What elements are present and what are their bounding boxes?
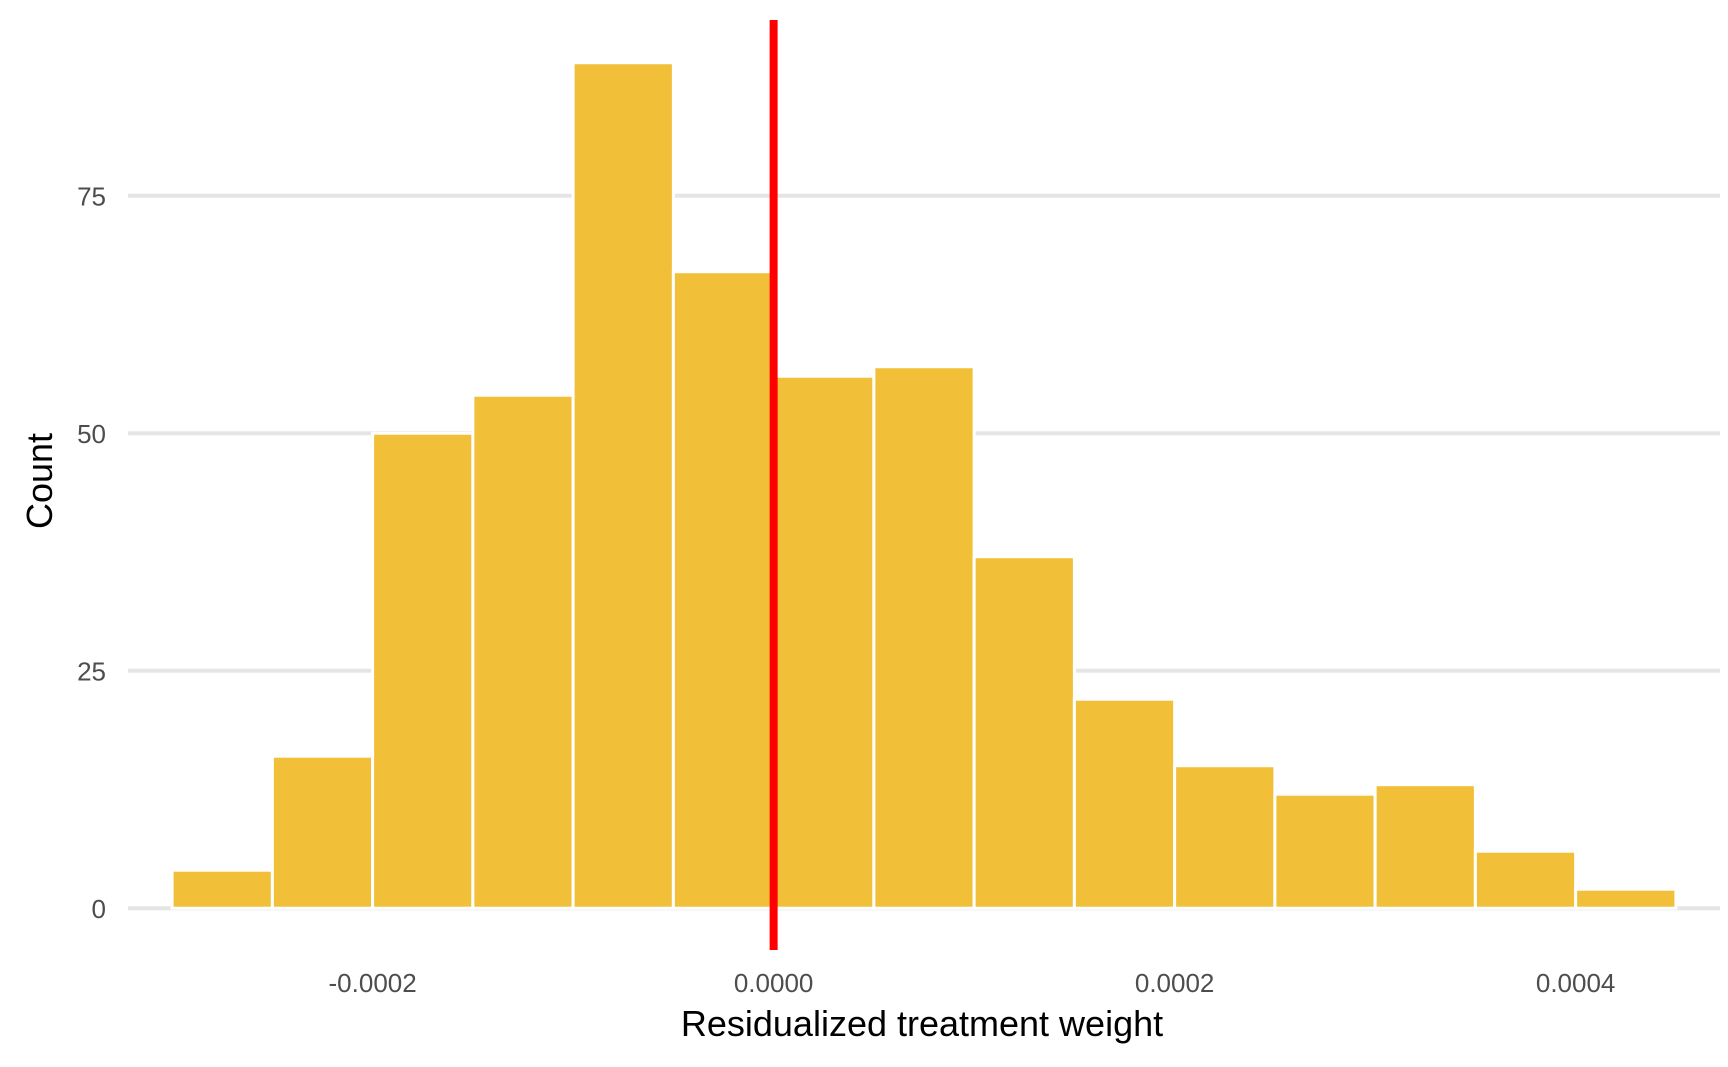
histogram-bar bbox=[772, 374, 876, 910]
histogram-bar bbox=[872, 365, 976, 910]
histogram-bar bbox=[1273, 792, 1377, 910]
y-axis-ticks: 0 25 50 75 bbox=[77, 182, 106, 924]
y-tick-label: 25 bbox=[77, 657, 106, 687]
histogram-bars bbox=[170, 61, 1678, 910]
x-tick-label: 0.0000 bbox=[734, 968, 814, 998]
x-axis-ticks: -0.0002 0.0000 0.0002 0.0004 bbox=[329, 968, 1616, 998]
histogram-bar bbox=[1072, 697, 1177, 910]
histogram-bar bbox=[471, 393, 575, 910]
histogram-bar bbox=[170, 868, 274, 910]
x-tick-label: 0.0004 bbox=[1536, 968, 1616, 998]
histogram-bar bbox=[571, 61, 675, 910]
x-tick-label: 0.0002 bbox=[1135, 968, 1215, 998]
histogram-bar bbox=[371, 431, 475, 910]
histogram-bar bbox=[1574, 887, 1678, 910]
y-tick-label: 75 bbox=[77, 182, 106, 212]
histogram-bar bbox=[1473, 849, 1578, 910]
histogram-bar bbox=[1373, 783, 1477, 910]
y-axis-title: Count bbox=[19, 433, 60, 529]
histogram-bar bbox=[270, 754, 375, 910]
histogram-bar bbox=[1173, 764, 1277, 910]
y-tick-label: 50 bbox=[77, 419, 106, 449]
y-tick-label: 0 bbox=[92, 894, 106, 924]
x-axis-title: Residualized treatment weight bbox=[681, 1003, 1163, 1044]
x-tick-label: -0.0002 bbox=[329, 968, 417, 998]
histogram-bar bbox=[671, 270, 776, 910]
histogram-bar bbox=[972, 555, 1076, 910]
